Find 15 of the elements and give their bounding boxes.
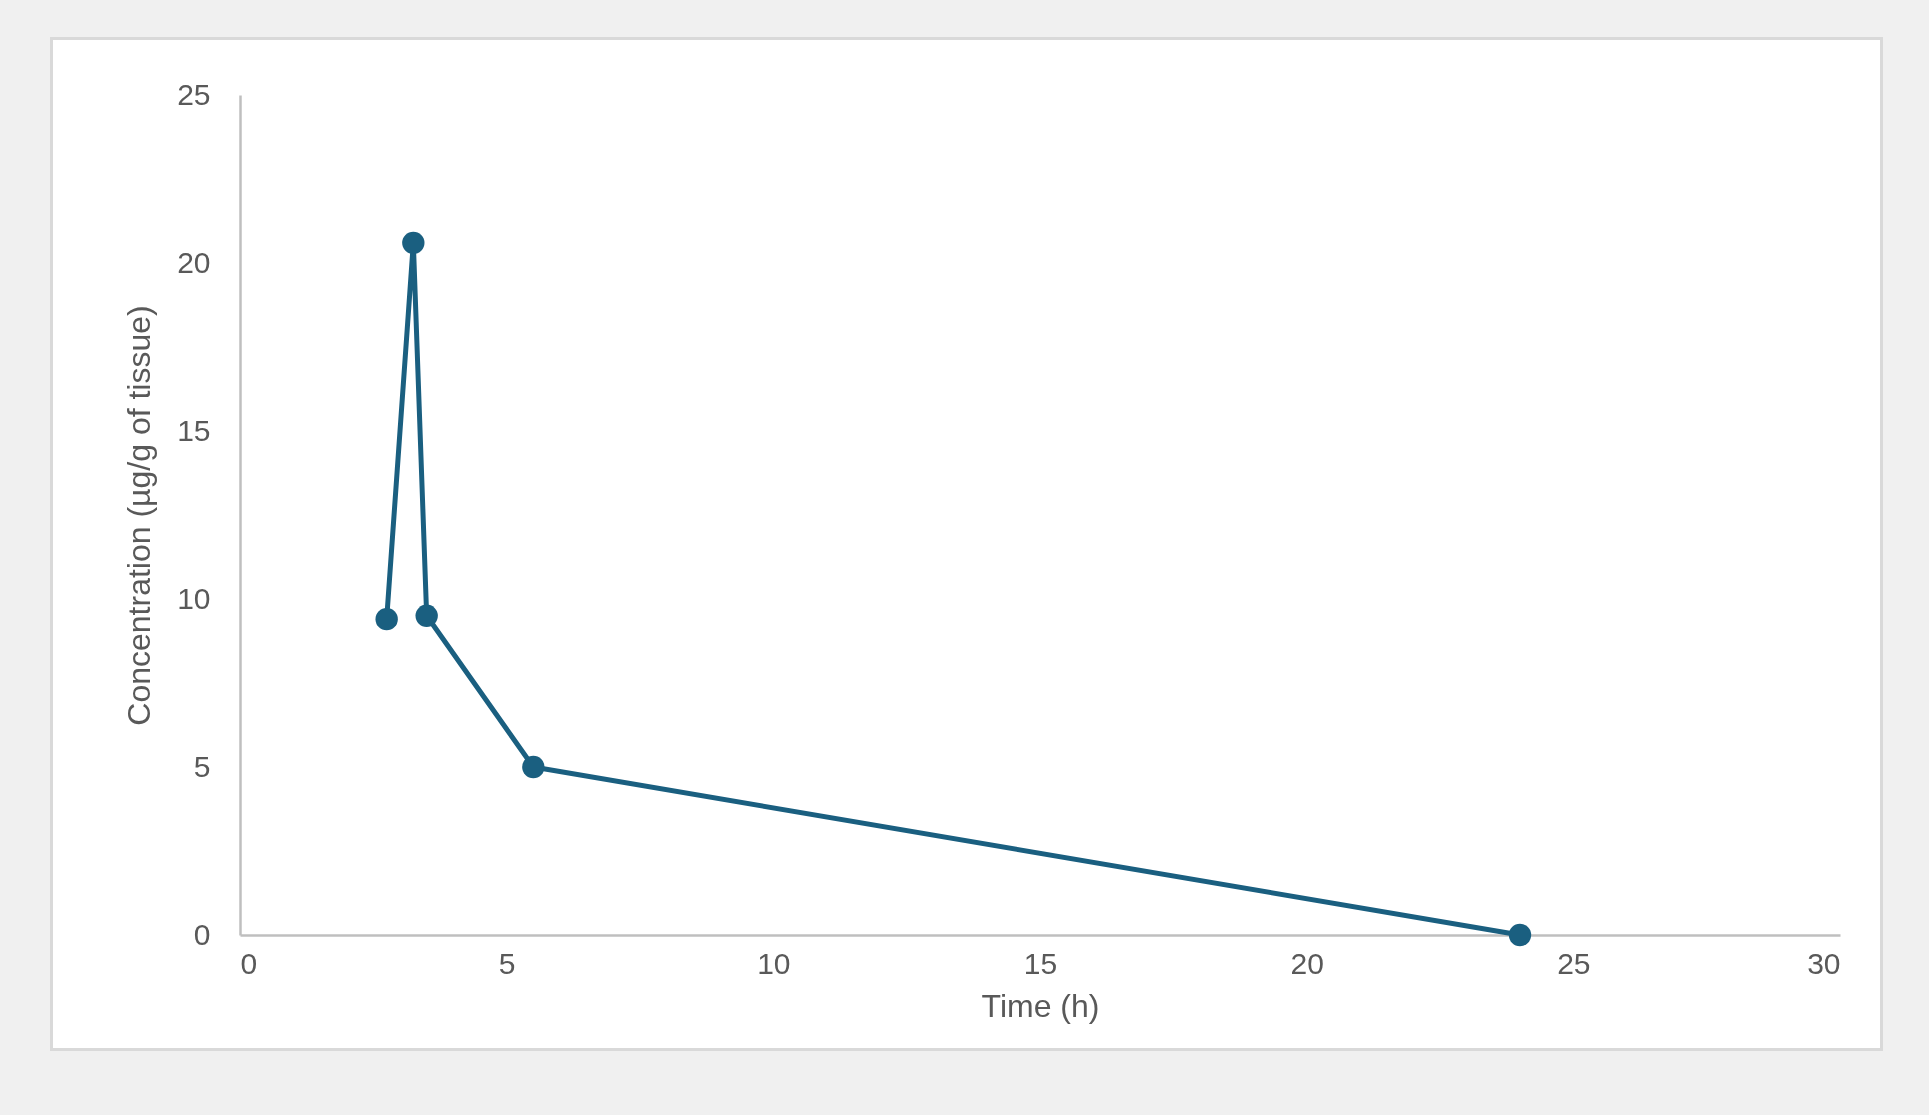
x-tick-label: 5 xyxy=(498,946,516,980)
x-tick-label: 15 xyxy=(1023,946,1058,980)
x-tick-label: 0 xyxy=(240,946,258,980)
x-tick-label: 30 xyxy=(1807,946,1841,980)
x-tick-label: 25 xyxy=(1557,946,1591,980)
y-tick-label: 20 xyxy=(177,245,211,279)
y-tick-label: 5 xyxy=(193,749,211,783)
x-axis-title: Time (h) xyxy=(981,987,1100,1024)
y-tick-label: 15 xyxy=(177,413,211,447)
y-tick-label: 10 xyxy=(177,581,211,615)
y-tick-label: 25 xyxy=(177,77,211,111)
x-tick-label: 20 xyxy=(1290,946,1324,980)
y-tick-label: 0 xyxy=(193,917,211,951)
y-axis-title: Concentration (µg/g of tissue) xyxy=(121,305,158,726)
x-tick-label: 10 xyxy=(757,946,791,980)
